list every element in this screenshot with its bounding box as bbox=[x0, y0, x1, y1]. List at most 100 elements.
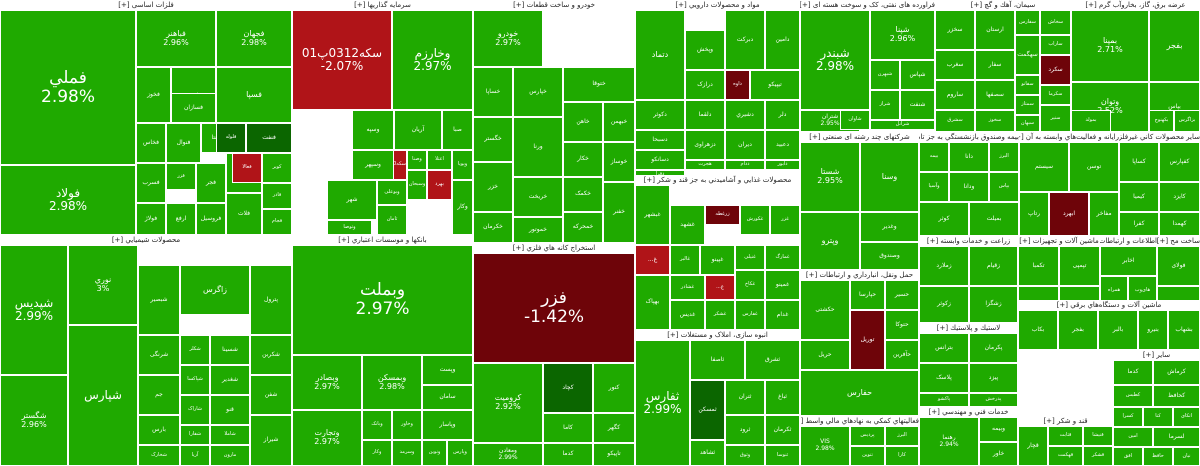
tile-فاذر[interactable]: فاذر bbox=[262, 183, 292, 209]
tile-خاهن[interactable]: خاهن bbox=[563, 102, 603, 142]
sector-header[interactable]: ساخت مح [+] bbox=[1157, 236, 1200, 246]
tile-صبا[interactable]: صبا bbox=[442, 110, 473, 150]
tile-وپویا[interactable]: وپویا bbox=[452, 150, 473, 180]
sector-header[interactable]: خدمات فني و مهندسي [+] bbox=[919, 407, 1018, 417]
tile-سفانو[interactable]: سفانو bbox=[1015, 75, 1040, 95]
tile-وغدیر[interactable]: وغدیر bbox=[860, 212, 919, 242]
tile-شسینا[interactable]: شسینا bbox=[210, 335, 250, 365]
tile-کایزد[interactable]: کایزد bbox=[1159, 182, 1200, 212]
tile-دانا[interactable]: دانا bbox=[949, 142, 989, 172]
tile-شرانل[interactable]: شرانل bbox=[870, 120, 935, 130]
tile-خودرو[interactable]: خودرو 2.97% bbox=[473, 10, 543, 67]
tile-امین[interactable]: امین bbox=[1113, 427, 1153, 447]
tile-حآفرین[interactable]: حآفرین bbox=[885, 340, 919, 370]
tile-وسپهر[interactable]: وسپهر bbox=[352, 150, 394, 180]
tile-فخاس[interactable]: فخاس bbox=[136, 123, 166, 163]
tile-بفجر[interactable]: بفجر bbox=[1058, 310, 1098, 350]
tile-غالبر[interactable]: غالبر bbox=[670, 245, 700, 275]
tile-پردیس[interactable]: پردیس bbox=[850, 426, 885, 446]
tile-وکار[interactable]: وکار bbox=[452, 180, 473, 235]
sector-header[interactable]: سایر [+] bbox=[1113, 350, 1200, 360]
tile-سفار[interactable]: سفار bbox=[975, 50, 1015, 80]
tile-زکوثر[interactable]: زکوثر bbox=[919, 286, 969, 323]
tile-فباهنر[interactable]: فباهنر 2.96% bbox=[136, 10, 216, 67]
tile-ارستان[interactable]: ارستان bbox=[975, 10, 1015, 50]
tile-کرومیت[interactable]: کرومیت 2.92% bbox=[473, 363, 543, 443]
tile-درازک[interactable]: درازک bbox=[685, 70, 725, 100]
sector-header[interactable]: ماشين آلات و تجهيزات [+] bbox=[1018, 236, 1100, 246]
tile-شپاس[interactable]: شپاس bbox=[900, 60, 935, 90]
tile-فخوز[interactable]: فخوز bbox=[136, 67, 171, 123]
tile-کفرا[interactable]: کفرا bbox=[1119, 212, 1159, 236]
tile-کنور[interactable]: کنور bbox=[593, 363, 635, 413]
tile-دامین[interactable]: دامین bbox=[765, 10, 800, 70]
tile-زاگرس[interactable]: زاگرس bbox=[180, 265, 250, 315]
tile-ابهرد[interactable]: ابهرد bbox=[1049, 192, 1089, 236]
tile-البرز[interactable]: البرز bbox=[989, 142, 1019, 172]
tile-کهمدا[interactable]: کهمدا bbox=[1159, 212, 1200, 236]
tile-توسن[interactable]: توسن bbox=[1069, 142, 1119, 192]
tile-بمپنا[interactable]: بمپنا 2.71% bbox=[1071, 10, 1149, 82]
tile-وکار[interactable]: وکار bbox=[362, 440, 392, 466]
tile-سخاش[interactable]: سخاش bbox=[1040, 10, 1071, 35]
tile-غدام[interactable]: غدام bbox=[765, 300, 800, 330]
tile-حفارس[interactable]: حفارس bbox=[800, 370, 919, 416]
tile-وخاور[interactable]: وخاور bbox=[392, 410, 422, 440]
tile-ومعادن[interactable]: ومعادن 2.99% bbox=[473, 443, 543, 466]
tile-مارون[interactable]: مارون bbox=[210, 445, 250, 466]
tile-فسازان[interactable]: فسازان bbox=[171, 93, 216, 123]
tile-سکه0312پ01[interactable]: سکه0312پ01 -2.07% bbox=[292, 10, 392, 110]
tile-شیراز[interactable]: شیراز bbox=[250, 415, 292, 466]
tile-شکربن[interactable]: شکربن bbox=[250, 335, 292, 375]
tile-غبشهر[interactable]: غبشهر bbox=[635, 185, 670, 245]
tile-شخارک[interactable]: شخارک bbox=[138, 445, 180, 466]
tile-سکه0[interactable]: سکه0 bbox=[392, 150, 407, 180]
tile-شنفت[interactable]: شنفت bbox=[900, 90, 935, 120]
tile-دسبحا[interactable]: دسبحا bbox=[635, 130, 685, 150]
tile-شغدیر[interactable]: شغدیر bbox=[210, 365, 250, 395]
tile-ثشاهد[interactable]: ثشاهد bbox=[690, 440, 725, 466]
sector-header[interactable]: سرمايه گذاريها [+] bbox=[292, 0, 473, 10]
tile-سفارس[interactable]: سفارس bbox=[1015, 10, 1040, 35]
tile-دتماد[interactable]: دتماد bbox=[635, 10, 685, 100]
tile-قچار[interactable]: قچار bbox=[1018, 426, 1048, 466]
tile-ثمسکن[interactable]: ثمسکن bbox=[690, 380, 725, 440]
tile-دسانکو[interactable]: دسانکو bbox=[635, 150, 685, 170]
tile-ثشرق[interactable]: ثشرق bbox=[745, 340, 800, 380]
tile-وثوق[interactable]: وثوق bbox=[725, 445, 765, 466]
sector-header[interactable]: سيمان، آهك و گچ [+] bbox=[935, 0, 1071, 10]
tile-تپمپی[interactable]: تپمپی bbox=[1059, 246, 1100, 286]
tile-نیان[interactable]: نیان bbox=[1173, 447, 1200, 466]
sector-header[interactable]: زراعت و خدمات وابسته [+] bbox=[919, 236, 1018, 246]
tile-کدما[interactable]: کدما bbox=[543, 443, 593, 466]
tile-غمینو[interactable]: غمینو bbox=[765, 270, 800, 300]
tile-داوه[interactable]: داوه bbox=[725, 70, 750, 100]
tile-کوثر[interactable]: کوثر bbox=[919, 202, 969, 236]
tile-پدرخش[interactable]: پدرخش bbox=[969, 393, 1018, 407]
tile-بهپاک[interactable]: بهپاک bbox=[635, 275, 670, 330]
tile-شپنا[interactable]: شپنا 2.96% bbox=[870, 10, 935, 60]
sector-header[interactable]: فعاليتهاي كمكي به نهادهاي مالي واسط [+] bbox=[800, 416, 919, 426]
tile-پترول[interactable]: پترول bbox=[250, 265, 292, 335]
sector-header[interactable]: فلزات اساسی [+] bbox=[0, 0, 292, 10]
tile-فجهان[interactable]: فجهان 2.98% bbox=[216, 10, 292, 67]
tile-فولای[interactable]: فولای bbox=[1157, 246, 1200, 286]
tile-وآسیا[interactable]: وآسیا bbox=[919, 172, 949, 202]
sector-header[interactable]: انبوه سازی، املاک و مستغلات [+] bbox=[635, 330, 800, 340]
tile-پلاسک[interactable]: پلاسک bbox=[919, 363, 969, 393]
sector-header[interactable]: لاستيك و پلاستيك [+] bbox=[919, 323, 1018, 333]
tile-سشرق[interactable]: سشرق bbox=[935, 110, 975, 132]
tile-فروسيل[interactable]: فروسيل bbox=[196, 203, 226, 235]
tile-خبهمن[interactable]: خبهمن bbox=[603, 102, 635, 142]
tile-تکمبا[interactable]: تکمبا bbox=[1018, 246, 1059, 286]
tile-فملي[interactable]: فملي 2.98% bbox=[0, 10, 136, 165]
tile-وبمسکن[interactable]: وبمسکن 2.98% bbox=[362, 355, 422, 410]
tile-غکاخ[interactable]: غکاخ bbox=[735, 270, 765, 300]
sector-header[interactable]: قند و شکر [+] bbox=[1018, 416, 1113, 426]
tile-افق[interactable]: افق bbox=[1113, 447, 1143, 466]
tile-کحافظ[interactable]: کحافظ bbox=[1153, 385, 1200, 407]
tile-ارفع[interactable]: ارفع bbox=[166, 203, 196, 235]
tile-بارس[interactable]: بارس bbox=[138, 415, 180, 445]
tile-تیپیکو[interactable]: تیپیکو bbox=[750, 70, 800, 100]
tile-لسرما[interactable]: لسرما bbox=[1153, 427, 1200, 447]
